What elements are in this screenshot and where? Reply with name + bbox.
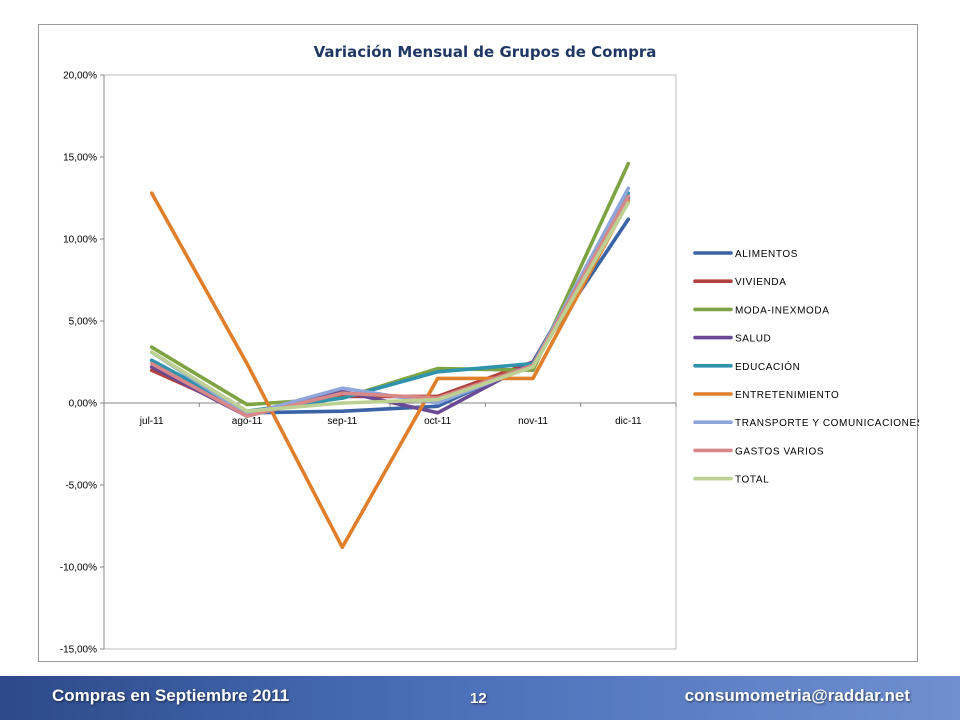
legend: ALIMENTOS VIVIENDA MODA-INEXMODA SALUD EDUCA… (693, 249, 919, 486)
x-tick-label: ago-11 (232, 416, 263, 427)
y-tick-label: -5,00% (65, 481, 97, 492)
y-tick-label: 5,00% (69, 317, 97, 328)
y-tick-label: -10,00% (60, 563, 97, 574)
legend-label: TRANSPORTE Y COMUNICACIONES (735, 418, 919, 429)
series-lines (149, 161, 631, 550)
series-line (149, 186, 631, 417)
legend-label: GASTOS VARIOS (735, 446, 824, 457)
page-number: 12 (470, 690, 487, 707)
y-tick-label: 10,00% (63, 235, 97, 246)
footer-email: consumometria@raddar.net (684, 686, 910, 705)
series-line (149, 191, 631, 550)
plot-area-border (103, 74, 677, 650)
chart-frame: Variación Mensual de Grupos de Compra 20… (38, 24, 919, 662)
legend-label: EDUCACIÓN (735, 360, 800, 373)
series-line (149, 161, 631, 407)
y-tick-label: 0,00% (69, 399, 97, 410)
series-line (149, 196, 631, 415)
x-tick-label: oct-11 (424, 416, 451, 427)
x-tick-label: jul-11 (139, 416, 164, 427)
x-tick-label: dic-11 (615, 416, 642, 427)
footer-bar: Compras en Septiembre 2011 12 consumomet… (0, 676, 960, 720)
legend-label: ALIMENTOS (735, 249, 798, 260)
legend-label: TOTAL (735, 475, 769, 486)
y-tick-label: 20,00% (63, 71, 97, 82)
y-tick-label: -15,00% (60, 645, 97, 656)
line-chart: Variación Mensual de Grupos de Compra 20… (60, 43, 919, 656)
chart-title: Variación Mensual de Grupos de Compra (314, 43, 657, 61)
x-axis-ticks: jul-11 ago-11 sep-11 oct-11 nov-11 dic-11 (103, 403, 677, 427)
legend-label: SALUD (735, 334, 771, 345)
footer-title: Compras en Septiembre 2011 (52, 686, 290, 705)
y-axis-ticks: 20,00% 15,00% 10,00% 5,00% 0,00% -5,00% -10,00… (60, 71, 104, 656)
x-tick-label: nov-11 (518, 416, 548, 427)
legend-label: VIVIENDA (735, 277, 786, 288)
series-line (149, 191, 631, 414)
legend-label: MODA-INEXMODA (735, 305, 829, 316)
y-tick-label: 15,00% (63, 153, 97, 164)
x-tick-label: sep-11 (327, 416, 357, 427)
legend-label: ENTRETENIMIENTO (735, 390, 839, 401)
series-line (149, 201, 631, 414)
